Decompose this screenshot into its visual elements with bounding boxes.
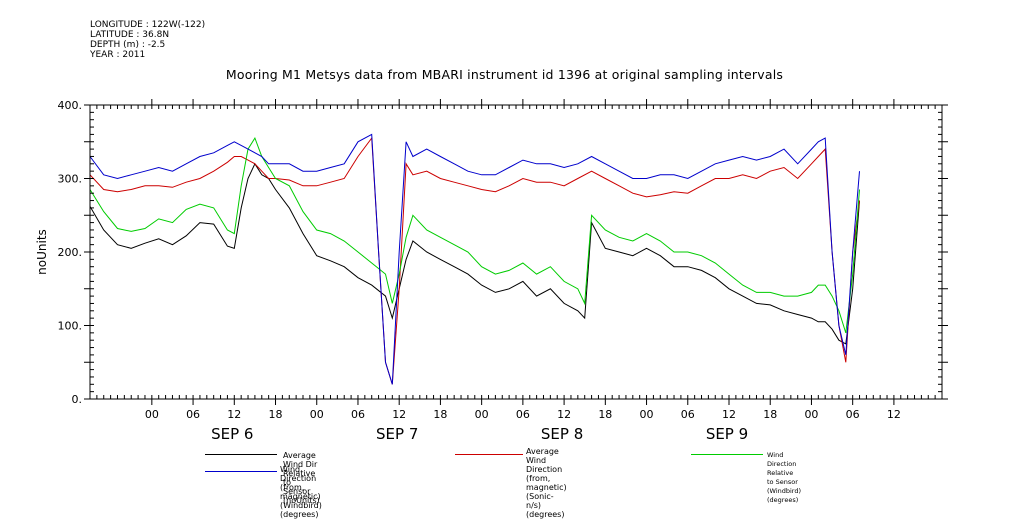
x-tick-label: 12 <box>557 408 571 421</box>
legend-swatch <box>691 454 763 455</box>
x-tick-label: 12 <box>887 408 901 421</box>
latitude-label: LATITUDE : 36.8N <box>90 30 170 40</box>
x-tick-label: 00 <box>640 408 654 421</box>
series-line-2 <box>89 136 860 385</box>
x-tick-label: 00 <box>804 408 818 421</box>
x-tick-label: 06 <box>351 408 365 421</box>
x-day-label: SEP 8 <box>541 425 583 443</box>
x-tick-label: 06 <box>186 408 200 421</box>
series-line-4 <box>89 133 860 385</box>
axes-layer: 00 06 12 18 00 06 12 18 00 06 12 18 00 06 12 18 00 06 12 SE… <box>58 99 948 443</box>
legend-label: Wind Direction (from, magnetic) (Windbir… <box>280 465 322 519</box>
x-day-label: SEP 7 <box>376 425 418 443</box>
legend-label: Average Wind Direction (from, magnetic) … <box>526 447 567 519</box>
depth-label: DEPTH (m) : -2.5 <box>90 40 166 50</box>
year-label: YEAR : 2011 <box>90 50 146 60</box>
y-axis-label: noUnits <box>35 229 49 275</box>
legend-swatch <box>205 454 277 455</box>
x-tick-label: 12 <box>392 408 406 421</box>
x-tick-label: 00 <box>475 408 489 421</box>
x-tick-label: 12 <box>227 408 241 421</box>
x-tick-label: 06 <box>681 408 695 421</box>
legend-swatch <box>205 471 277 472</box>
y-tick-label: 300. <box>58 173 83 186</box>
x-tick-label: 00 <box>310 408 324 421</box>
y-tick-label: 100. <box>58 320 83 333</box>
x-day-label: SEP 6 <box>211 425 253 443</box>
x-tick-label: 06 <box>516 408 530 421</box>
x-tick-label: 18 <box>269 408 283 421</box>
legend-label: Wind Direction Relative to Sensor (Windb… <box>767 451 802 504</box>
legend-swatch <box>455 454 523 455</box>
longitude-label: LONGITUDE : 122W(-122) <box>90 20 206 30</box>
plot-frame <box>89 104 943 400</box>
line-chart: 00 06 12 18 00 06 12 18 00 06 12 18 00 06 12 18 00 06 12 SE… <box>35 99 948 443</box>
x-tick-label: 12 <box>722 408 736 421</box>
series-layer <box>89 133 860 385</box>
series-line-3 <box>89 136 860 334</box>
x-tick-label: 18 <box>763 408 777 421</box>
y-tick-label: 0. <box>72 393 83 406</box>
y-tick-label: 400. <box>58 99 83 112</box>
series-line-1 <box>89 162 860 345</box>
dataset-metadata: LONGITUDE : 122W(-122) LATITUDE : 36.8N … <box>90 20 205 60</box>
chart-title: Mooring M1 Metsys data from MBARI instru… <box>225 67 784 82</box>
x-tick-label: 06 <box>846 408 860 421</box>
x-tick-label: 18 <box>433 408 447 421</box>
y-tick-label: 200. <box>58 246 83 259</box>
x-tick-label: 00 <box>145 408 159 421</box>
x-day-label: SEP 9 <box>706 425 748 443</box>
legend-label: Average Wind Dir Relative to Sensor (noU… <box>283 451 320 505</box>
x-tick-label: 18 <box>598 408 612 421</box>
